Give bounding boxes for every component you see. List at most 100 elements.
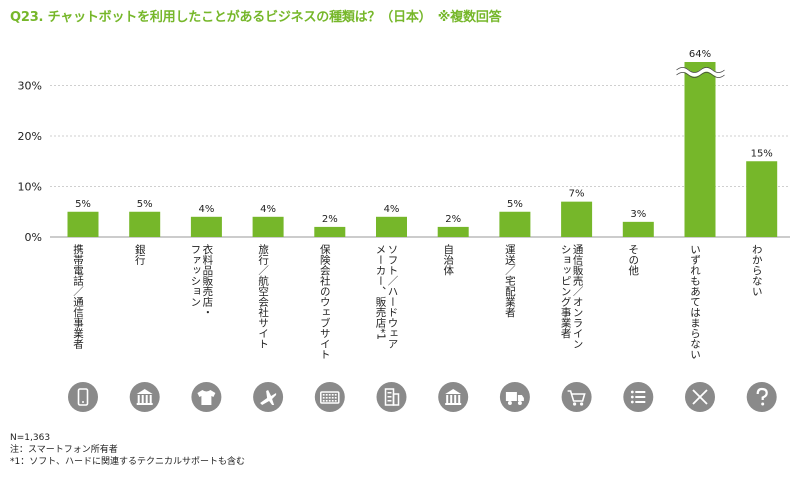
icon-circle [68,382,98,412]
y-tick-label: 30% [18,80,42,93]
glyph [331,400,334,402]
airplane-icon [253,382,284,412]
bar [499,211,531,237]
bar [684,62,716,237]
glyph [692,389,708,405]
glyph [505,392,517,401]
data-label: 15% [751,148,773,159]
x-tick-label: 運送／宅配業者 [504,244,516,318]
keyboard-icon [314,382,345,412]
bar [622,221,654,237]
building-icon [376,382,407,412]
data-label: 4% [198,204,214,215]
x-tick-label: 通信販売／オンライン [572,244,584,349]
glyph [334,400,337,402]
glyph [260,390,277,405]
list-icon [623,382,654,412]
glyph [149,395,152,403]
glyph [325,397,328,399]
x-tick-label: 保険会社のウェブサイト [319,243,331,359]
glyph [77,388,89,406]
glyph [322,397,325,399]
glyph [331,394,334,396]
truck-icon [499,382,530,412]
data-label: 7% [569,189,585,200]
glyph [630,400,634,404]
data-label: 2% [322,214,338,225]
data-label: 5% [75,199,91,210]
x-tick-label: いずれもあてはまらない [689,244,701,360]
x-tick-label: 銀行 [134,243,146,266]
data-label: 4% [260,204,276,215]
glyph [322,400,325,402]
glyph [517,395,524,401]
x-tick-label: 携帯電話／通信事業者 [72,243,84,350]
bar [67,211,99,237]
glyph [387,396,392,398]
bar [746,161,778,237]
glyph [82,401,84,403]
x-tick-label: メーカー、販売店*1 [375,244,387,340]
bar [190,216,222,237]
glyph [137,395,140,403]
icon-circle [438,382,469,412]
glyph [141,395,144,403]
x-tick-label: 衣料品販売店・ [201,243,213,317]
y-tick-label: 0% [25,231,42,244]
bar [561,201,593,237]
bar [129,211,161,237]
glyph [331,397,334,399]
x-tick-label: その他 [627,244,639,276]
glyph [320,391,340,404]
glyph [387,392,392,394]
question-icon [746,382,777,412]
glyph [325,394,328,396]
icon-circle [561,382,592,412]
data-label: 3% [630,209,646,220]
glyph [630,395,634,399]
footnote-1: 注：スマートフォン所有者 [10,445,118,455]
glyph [761,402,765,406]
glyph [334,397,337,399]
glyph [454,395,457,403]
bar [314,226,346,237]
glyph [445,389,462,394]
axis-break-mark [675,67,726,77]
sample-size-note: N=1,363 [10,433,51,443]
glyph [517,401,522,405]
glyph [328,400,331,402]
y-tick-label: 20% [18,130,42,143]
glyph [197,390,216,405]
glyph [334,394,337,396]
cart-icon [561,382,592,412]
bar [376,216,407,237]
glyph [630,390,634,394]
x-tick-label: ショッピング事業者 [560,244,572,339]
data-label: 2% [445,214,461,225]
glyph [328,394,331,396]
glyph [635,396,646,398]
axis-break-line [676,67,725,73]
government-icon [438,382,469,412]
glyph [445,403,462,405]
y-tick-label: 10% [18,181,42,194]
data-label: 64% [689,49,711,60]
bar [252,216,284,237]
chart-notes: N=1,363 注：スマートフォン所有者 *1：ソフト、ハードに関連するテクニカ… [10,432,245,468]
x-icon [685,382,715,412]
x-tick-label: ファッション [189,244,201,307]
data-label: 5% [137,199,153,210]
glyph [387,400,392,402]
axis-break-line [676,72,725,78]
smartphone-icon [68,382,98,412]
footnote-2: *1：ソフト、ハードに関連するテクニカルサポートも含む [10,457,246,467]
chart-title: Q23. チャットボットを利用したことがあるビジネスの種類は？（日本） ※複数回… [10,10,502,25]
glyph [322,394,325,396]
glyph [446,395,449,403]
glyph [580,402,584,406]
glyph [145,395,148,403]
data-label: 5% [507,199,523,210]
x-tick-label: ソフト／ハードウェア [387,244,399,349]
bank-icon [129,382,160,412]
